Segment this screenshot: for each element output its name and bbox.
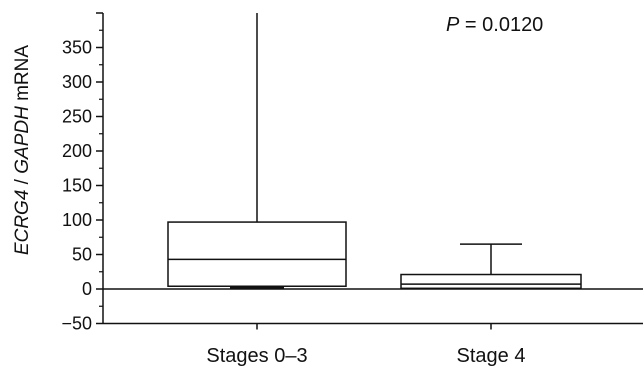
y-tick-label: 0 [82,279,92,299]
y-axis-label: ECRG4 / GAPDH mRNA [12,45,33,255]
y-tick-label: 200 [62,141,92,161]
x-category-label: Stage 4 [457,345,526,366]
y-tick-label: 100 [62,210,92,230]
y-axis-label-separator: / [12,174,33,190]
y-axis-label-suffix: mRNA [12,45,33,107]
box-iqr [400,273,582,290]
y-tick-label: 250 [62,107,92,127]
x-category-label: Stages 0–3 [206,345,307,366]
y-tick-label: 300 [62,72,92,92]
box-iqr [167,221,347,287]
y-axis-label-gene1: ECRG4 [12,190,33,255]
plot-area: −50 0 50 100 150 200 250 300 350 Stages 0–3 Stage … [61,12,643,366]
y-tick-label: −50 [61,314,92,334]
p-value: = 0.0120 [459,14,543,36]
y-tick-label: 50 [72,245,92,265]
p-symbol: P [446,14,460,36]
y-axis-label-gene2: GAPDH [12,106,33,174]
p-value-annotation: P = 0.0120 [446,14,543,36]
y-tick-label: 350 [62,38,92,58]
y-tick-label: 150 [62,176,92,196]
